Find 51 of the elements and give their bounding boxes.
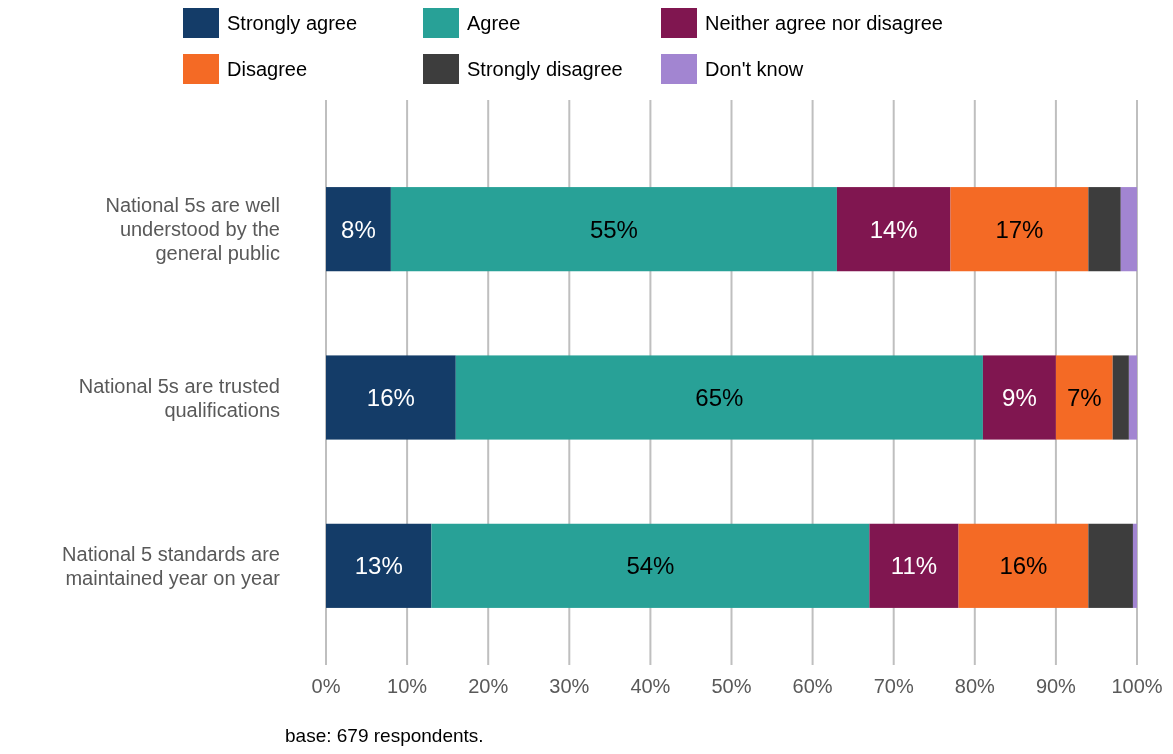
bar: [1132, 523, 1137, 608]
data-label: 11%: [890, 552, 938, 580]
x-tick-label: 50%: [711, 675, 752, 697]
y-tick-label: National 5s are well understood by the general public: [105, 194, 280, 265]
data-label: 17%: [995, 215, 1044, 243]
x-tick-label: 100%: [1111, 675, 1163, 697]
data-label: 7%: [1066, 383, 1102, 411]
bar: [950, 187, 1089, 272]
y-tick-label: National 5s are trusted qualifications: [78, 374, 280, 421]
bar: [390, 187, 837, 272]
x-tick-label: 80%: [954, 675, 996, 697]
text: base: 679 respondents.: [285, 725, 484, 746]
data-label: 8%: [341, 215, 376, 243]
data-label: 16%: [999, 552, 1048, 580]
x-tick-label: 0%: [311, 675, 341, 697]
data-label: 14%: [869, 215, 918, 243]
data-label: 16%: [366, 383, 415, 411]
bar: [326, 355, 456, 440]
bar: [1088, 187, 1121, 272]
data-label: 65%: [695, 383, 744, 411]
bar: [1128, 355, 1137, 440]
bar: [1112, 355, 1129, 440]
legend-label: Disagree: [227, 58, 308, 80]
bar: [455, 355, 983, 440]
x-tick-label: 20%: [468, 675, 509, 697]
y-tick-label: National 5 standards are maintained year on year: [62, 542, 281, 589]
bar: [326, 523, 432, 608]
bar: [431, 523, 870, 608]
bar: [326, 187, 391, 272]
data-label: 9%: [1002, 383, 1037, 411]
legend-label: Strongly agree: [227, 12, 358, 34]
legend-label: Strongly disagree: [467, 58, 623, 80]
bar: [1055, 355, 1113, 440]
x-tick-label: 90%: [1035, 675, 1077, 697]
bar: [836, 187, 951, 272]
legend-label: Don't know: [705, 58, 804, 80]
x-tick-label: 30%: [549, 675, 590, 697]
data-label: 54%: [626, 552, 675, 580]
data-label: 55%: [589, 215, 638, 243]
bar: [1120, 187, 1137, 272]
x-tick-label: 10%: [387, 675, 428, 697]
bar: [869, 523, 959, 608]
legend-label: Neither agree nor disagree: [705, 12, 943, 34]
bar: [1088, 523, 1133, 608]
x-tick-label: 40%: [630, 675, 671, 697]
bar: [982, 355, 1056, 440]
legend-label: Agree: [467, 12, 521, 34]
data-label: 13%: [354, 552, 403, 580]
bar: [958, 523, 1089, 608]
x-tick-label: 70%: [873, 675, 914, 697]
x-tick-label: 60%: [792, 675, 833, 697]
